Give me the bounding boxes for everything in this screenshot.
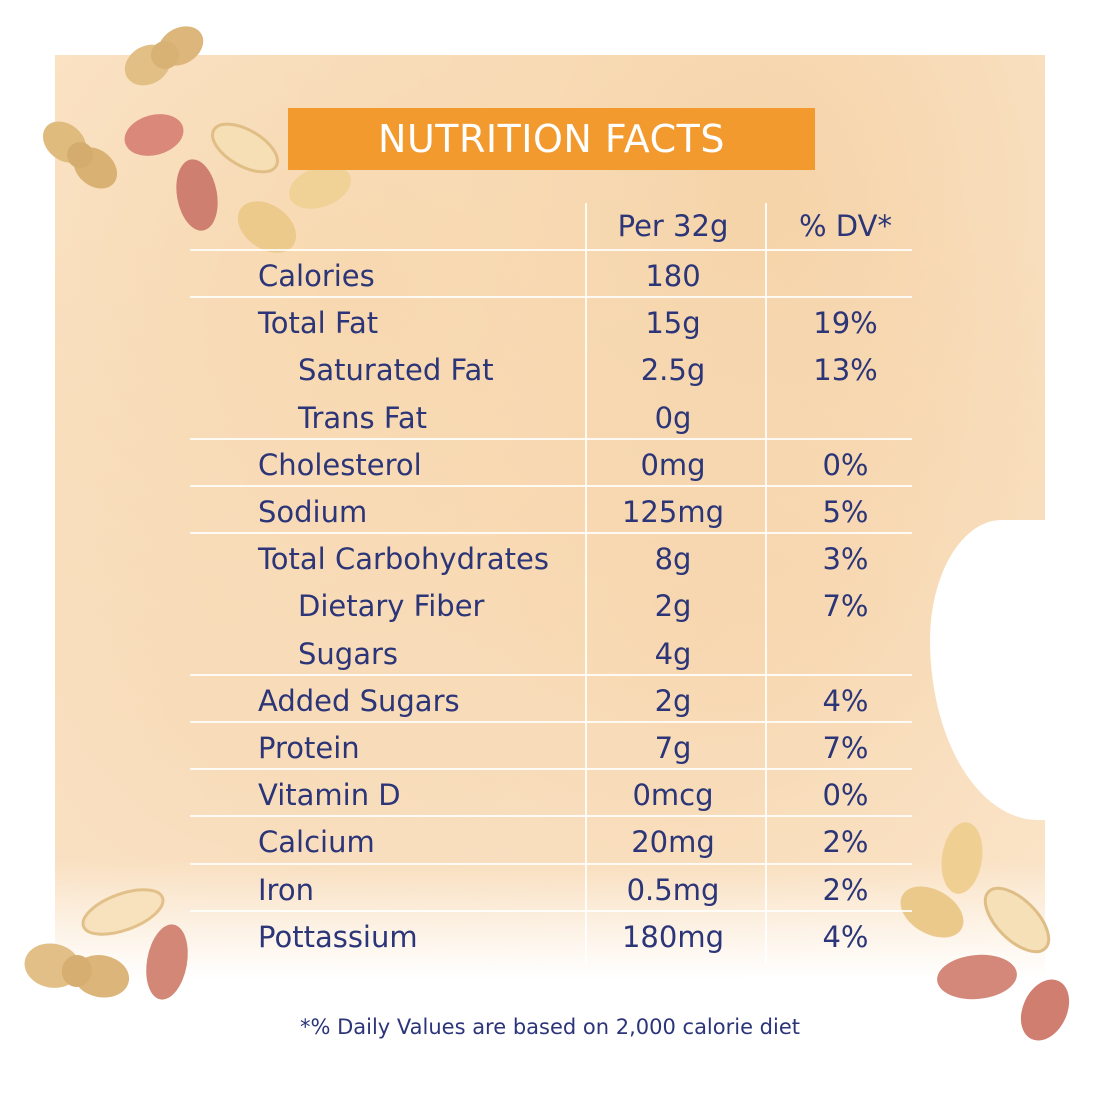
nutrient-label: Total Carbohydrates (258, 542, 550, 577)
split-peanut-icon (211, 122, 279, 174)
nutrient-amount: 125mg (621, 495, 724, 529)
nutrient-amount: 2g (654, 683, 692, 718)
footnote: *% Daily Values are based on 2,000 calor… (299, 1015, 801, 1039)
nutrient-amount: 0mcg (632, 778, 714, 813)
nutrient-label: Protein (258, 731, 360, 765)
nutrient-label: Added Sugars (258, 683, 460, 718)
column-divider (585, 203, 587, 963)
nutrient-amount: 180 (645, 259, 701, 293)
header-dv: % DV* (799, 209, 892, 243)
nutrient-dv: 5% (822, 495, 869, 529)
row-divider (190, 862, 912, 865)
row-divider (190, 909, 912, 912)
peanut-kernel-icon (146, 924, 188, 1000)
row-divider (190, 768, 912, 771)
peanut-in-shell-icon (42, 121, 118, 189)
row-divider (190, 437, 912, 440)
row-divider (190, 815, 912, 818)
peanut-kernel-icon (289, 165, 351, 209)
nutrient-label: Cholesterol (258, 447, 422, 482)
row-divider (190, 296, 912, 299)
nutrient-dv: 4% (822, 683, 869, 718)
nutrient-label: Vitamin D (258, 778, 401, 813)
nutrient-label: Saturated Fat (298, 353, 494, 388)
row-divider (190, 532, 912, 535)
nutrient-amount: 0.5mg (626, 872, 720, 907)
nutrient-label: Total Fat (258, 306, 379, 341)
row-divider (190, 673, 912, 676)
title-banner: NUTRITION FACTS (288, 108, 815, 170)
nutrient-label: Trans Fat (298, 400, 428, 435)
nutrient-amount: 0mg (640, 447, 706, 482)
peanut-kernel-icon (237, 201, 297, 253)
peanut-kernel-icon (124, 114, 184, 156)
nutrient-dv: 3% (822, 542, 869, 577)
nutrient-amount: 8g (654, 542, 692, 577)
nutrient-amount: 15g (645, 306, 701, 341)
peanut-kernel-icon (937, 954, 1017, 1000)
nutrient-label: Dietary Fiber (298, 589, 485, 624)
column-divider (765, 203, 767, 963)
nutrient-label: Iron (258, 872, 314, 907)
nutrient-dv: 13% (813, 353, 878, 388)
nutrient-dv: 19% (813, 306, 878, 341)
nutrient-dv: 0% (822, 447, 869, 482)
nutrient-amount: 0g (654, 400, 692, 435)
nutrient-dv: 4% (822, 919, 869, 954)
nutrient-dv: 0% (822, 778, 869, 813)
nutrient-dv: 2% (822, 872, 869, 907)
peanut-in-shell-icon (124, 26, 204, 86)
nutrient-label: Calcium (258, 825, 375, 860)
nutrient-label: Calories (258, 259, 375, 293)
split-peanut-icon (81, 888, 165, 936)
peanut-kernel-icon (900, 886, 964, 938)
split-peanut-icon (983, 886, 1051, 954)
peanut-kernel-icon (176, 159, 218, 231)
peanut-kernel-icon (941, 822, 983, 894)
watercolor-background (55, 55, 1045, 1000)
header-amount: Per 32g (617, 209, 729, 243)
nutrient-label: Pottassium (258, 919, 418, 954)
row-divider (190, 485, 912, 487)
nutrient-dv: 7% (822, 731, 869, 765)
row-divider (190, 249, 912, 251)
nutrient-amount: 4g (654, 636, 692, 671)
nutrient-amount: 180mg (621, 919, 724, 954)
row-divider (190, 721, 912, 723)
background-fade (55, 860, 1045, 1000)
nutrient-label: Sodium (258, 495, 368, 529)
nutrition-table: Per 32g % DV* Calories 180 Total Fat 15g 19%… (190, 203, 912, 963)
nutrient-amount: 20mg (631, 825, 715, 860)
nutrient-amount: 2.5g (640, 353, 706, 388)
peanut-kernel-icon (1020, 979, 1070, 1041)
peanut-in-shell-icon (24, 943, 130, 998)
nutrient-amount: 7g (654, 731, 692, 765)
nutrient-label: Sugars (298, 636, 398, 671)
nutrient-dv: 7% (822, 589, 869, 624)
page-title: NUTRITION FACTS (378, 117, 725, 161)
nutrient-dv: 2% (822, 825, 869, 860)
nutrient-amount: 2g (654, 589, 692, 624)
